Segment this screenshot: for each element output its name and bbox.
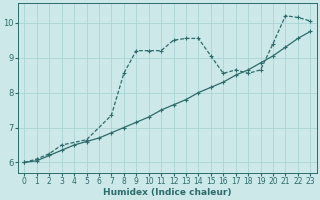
X-axis label: Humidex (Indice chaleur): Humidex (Indice chaleur)	[103, 188, 232, 197]
